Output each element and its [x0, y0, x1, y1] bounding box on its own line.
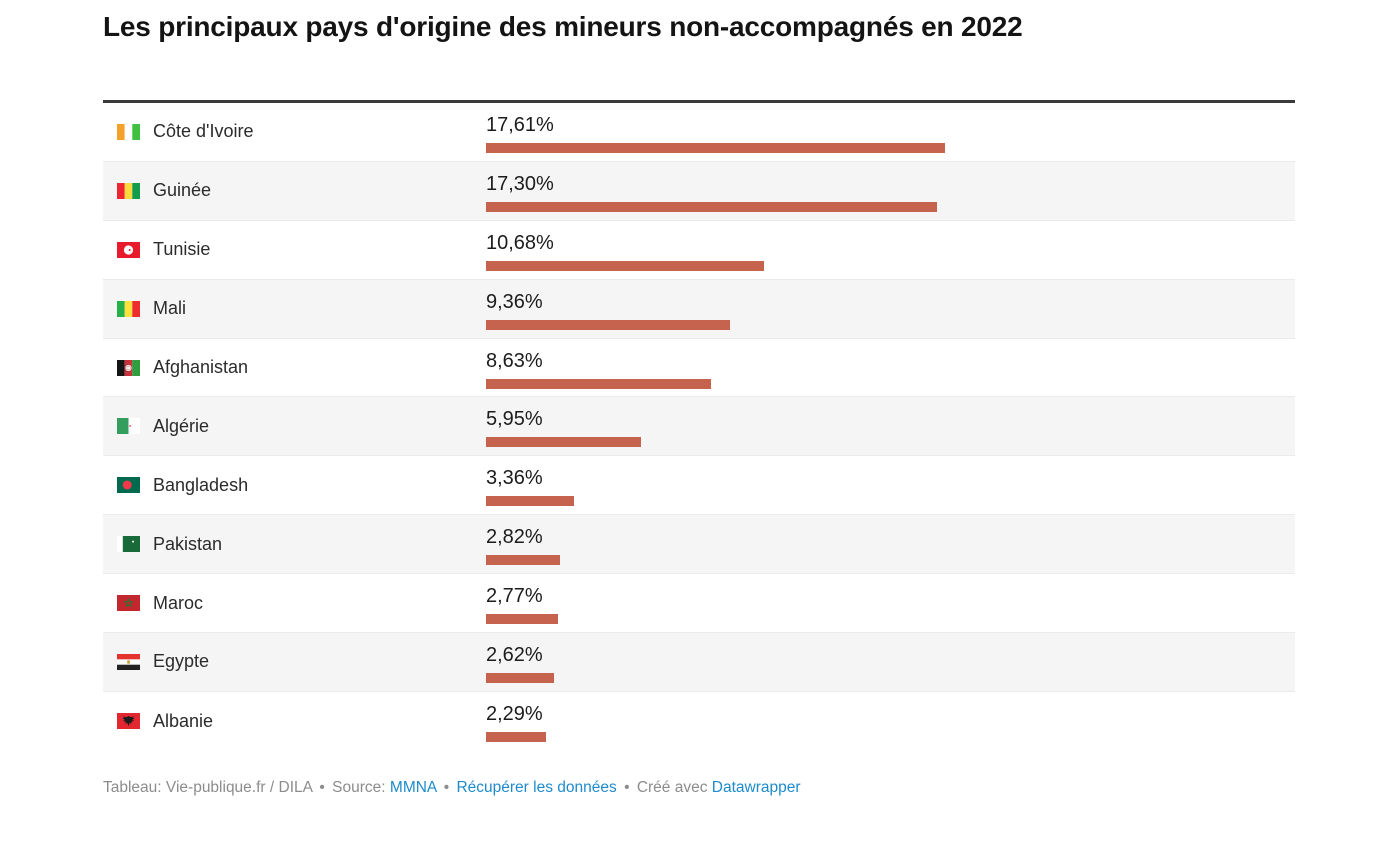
table-row: Albanie 2,29%: [103, 691, 1295, 751]
country-cell: Tunisie: [103, 221, 486, 279]
value-cell: 2,77%: [486, 574, 1295, 632]
country-cell: Egypte: [103, 633, 486, 691]
table-row: Pakistan 2,82%: [103, 515, 1295, 575]
page-title: Les principaux pays d'origine des mineur…: [103, 11, 1023, 42]
bangladesh-flag-icon: [117, 477, 140, 494]
footer-separator: •: [624, 779, 630, 796]
value-cell: 17,61%: [486, 103, 1295, 161]
table-row: Bangladesh 3,36%: [103, 456, 1295, 516]
maroc-flag-icon: [117, 595, 140, 612]
table-row: Côte d'Ivoire 17,61%: [103, 103, 1295, 162]
country-label: Pakistan: [153, 533, 223, 554]
egypte-flag-icon: [117, 653, 140, 670]
pakistan-flag-icon: [117, 536, 140, 553]
value-bar: [486, 614, 559, 625]
tunisie-flag-icon: [117, 241, 140, 258]
country-cell: Bangladesh: [103, 456, 486, 514]
value-label: 3,36%: [486, 467, 543, 490]
country-cell: Guinée: [103, 162, 486, 220]
value-bar: [486, 496, 574, 507]
table-row: Tunisie 10,68%: [103, 220, 1295, 280]
value-label: 8,63%: [486, 349, 543, 372]
chart-table: Côte d'Ivoire 17,61% Guinée 17,30% Tunis…: [103, 100, 1295, 751]
value-cell: 2,82%: [486, 515, 1295, 573]
footer: Tableau: Vie-publique.fr / DILA • Source…: [103, 779, 801, 797]
value-label: 2,82%: [486, 526, 543, 549]
footer-created-label: Créé avec: [636, 779, 708, 796]
source-link[interactable]: MMNA: [389, 779, 437, 796]
value-cell: 2,62%: [486, 633, 1295, 691]
value-cell: 5,95%: [486, 397, 1295, 455]
cote-divoire-flag-icon: [117, 123, 140, 140]
table-row: Egypte 2,62%: [103, 633, 1295, 692]
value-cell: 2,29%: [486, 692, 1295, 751]
country-cell: Maroc: [103, 574, 486, 632]
country-label: Albanie: [153, 710, 214, 731]
value-bar: [486, 437, 642, 448]
country-cell: Côte d'Ivoire: [103, 103, 486, 161]
value-bar: [486, 201, 937, 212]
country-cell: Pakistan: [103, 515, 486, 573]
table-row: Maroc 2,77%: [103, 574, 1295, 634]
country-label: Guinée: [153, 180, 212, 201]
country-label: Maroc: [153, 592, 204, 613]
value-bar: [486, 260, 765, 271]
country-label: Afghanistan: [153, 357, 249, 377]
country-label: Bangladesh: [153, 474, 249, 495]
country-cell: Albanie: [103, 692, 486, 751]
mali-flag-icon: [117, 300, 140, 317]
albanie-flag-icon: [117, 713, 140, 730]
value-bar: [486, 555, 560, 566]
value-label: 2,29%: [486, 702, 543, 725]
value-bar: [486, 319, 730, 330]
country-cell: Afghanistan: [103, 339, 486, 397]
value-label: 17,61%: [486, 114, 554, 136]
table-row: Afghanistan 8,63%: [103, 338, 1295, 398]
country-label: Tunisie: [153, 239, 211, 260]
value-label: 5,95%: [486, 408, 543, 431]
value-cell: 9,36%: [486, 280, 1295, 338]
value-cell: 3,36%: [486, 456, 1295, 514]
value-bar: [486, 731, 546, 742]
country-label: Mali: [153, 298, 187, 319]
country-cell: Algérie: [103, 397, 486, 455]
value-label: 17,30%: [486, 172, 554, 195]
footer-source-label: Source:: [332, 779, 386, 796]
value-cell: 8,63%: [486, 339, 1295, 397]
value-label: 9,36%: [486, 290, 543, 313]
footer-separator: •: [319, 779, 325, 796]
afghanistan-flag-icon: [117, 359, 140, 376]
country-label: Algérie: [153, 415, 210, 436]
value-bar: [486, 673, 555, 684]
value-bar: [486, 378, 711, 389]
table-row: Guinée 17,30%: [103, 161, 1295, 221]
value-cell: 10,68%: [486, 221, 1295, 279]
footer-attribution: Tableau: Vie-publique.fr / DILA: [103, 779, 313, 796]
algerie-flag-icon: [117, 418, 140, 435]
country-label: Egypte: [153, 651, 210, 672]
value-cell: 17,30%: [486, 162, 1295, 220]
datawrapper-link[interactable]: Datawrapper: [711, 779, 801, 796]
get-data-link[interactable]: Récupérer les données: [456, 779, 617, 796]
table-row: Mali 9,36%: [103, 279, 1295, 339]
country-cell: Mali: [103, 280, 486, 338]
country-label: Côte d'Ivoire: [153, 121, 254, 142]
table-row: Algérie 5,95%: [103, 397, 1295, 457]
guinee-flag-icon: [117, 182, 140, 199]
value-label: 10,68%: [486, 231, 554, 254]
value-label: 2,62%: [486, 644, 543, 667]
value-bar: [486, 143, 945, 153]
value-label: 2,77%: [486, 585, 543, 608]
footer-separator: •: [443, 779, 450, 796]
